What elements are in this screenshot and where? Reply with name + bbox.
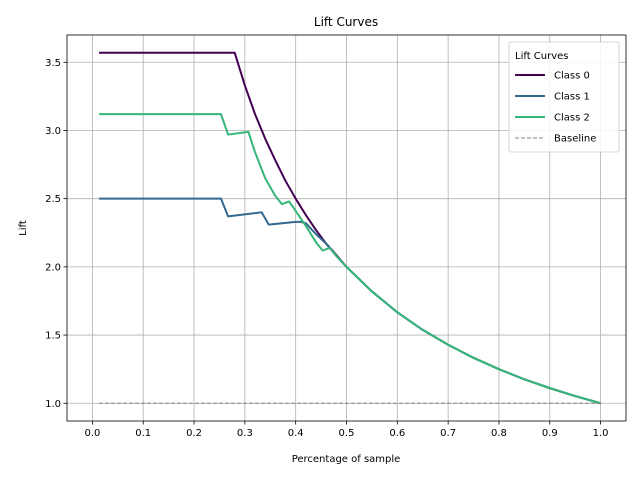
legend: Lift Curves Class 0 Class 1 Class 2 Baselin… (508, 41, 620, 153)
x-tick-label: 0.7 (440, 428, 456, 439)
x-tick-label: 0.4 (288, 428, 304, 439)
x-tick-label: 0.9 (542, 428, 558, 439)
y-tick-label: 2.5 (45, 194, 61, 205)
y-tick-label: 2.0 (45, 262, 61, 273)
y-axis-label: Lift (18, 220, 29, 236)
x-tick-label: 0.8 (491, 428, 507, 439)
y-tick-label: 3.5 (45, 58, 61, 69)
legend-box (508, 41, 620, 153)
x-axis-label: Percentage of sample (292, 454, 401, 465)
x-tick-label: 0.6 (389, 428, 405, 439)
x-tick-label: 0.1 (135, 428, 151, 439)
x-tick-label: 1.0 (593, 428, 609, 439)
x-tick-label: 0.2 (186, 428, 202, 439)
chart-title: Lift Curves (314, 15, 378, 29)
y-axis-ticks: 1.0 1.5 2.0 2.5 3.0 3.5 (45, 58, 67, 410)
legend-label-class-1: Class 1 (554, 92, 590, 103)
x-tick-label: 0.3 (237, 428, 253, 439)
y-tick-label: 1.5 (45, 331, 61, 342)
legend-title: Lift Curves (515, 51, 569, 62)
x-axis-ticks: 0.0 0.1 0.2 0.3 0.4 0.5 0.6 0.7 0.8 0.9 1.0 (84, 421, 609, 439)
legend-label-class-2: Class 2 (554, 113, 590, 124)
series-layer (99, 51, 601, 405)
legend-label-baseline: Baseline (554, 134, 596, 145)
y-tick-label: 1.0 (45, 399, 61, 410)
series-line-class-2 (99, 113, 601, 405)
legend-entries: Class 0 Class 1 Class 2 Baseline (515, 71, 596, 145)
x-tick-label: 0.0 (84, 428, 100, 439)
legend-label-class-0: Class 0 (554, 71, 590, 82)
y-tick-label: 3.0 (45, 126, 61, 137)
x-tick-label: 0.5 (339, 428, 355, 439)
